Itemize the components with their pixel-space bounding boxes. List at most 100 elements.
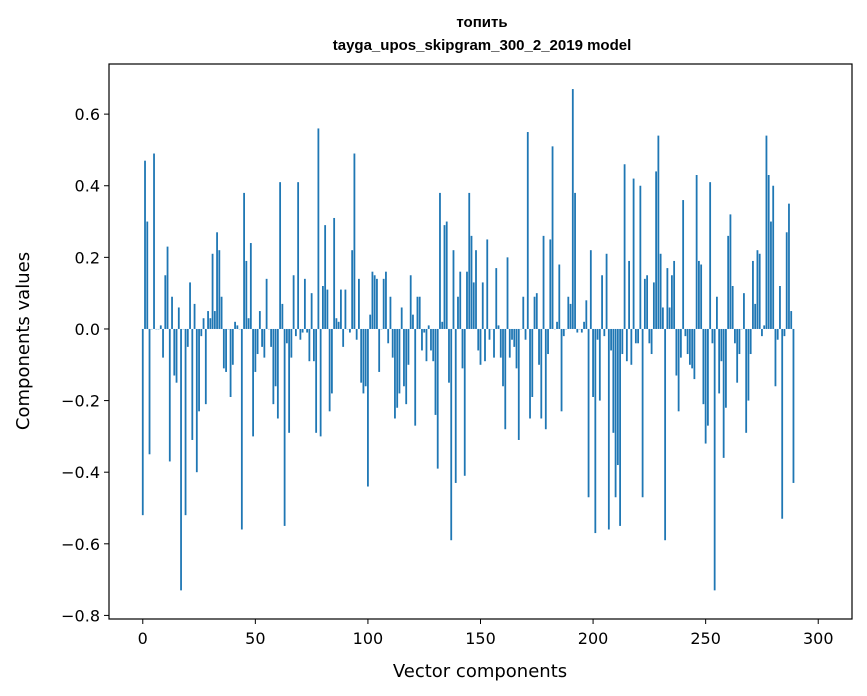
- bar: [731, 286, 734, 329]
- bar: [416, 296, 419, 329]
- bar: [641, 328, 644, 498]
- bar: [675, 328, 678, 376]
- bar: [722, 328, 725, 458]
- bar: [601, 275, 603, 329]
- bar: [659, 253, 662, 329]
- bar: [677, 328, 680, 412]
- bar: [481, 282, 484, 329]
- bar: [761, 328, 763, 337]
- bar: [331, 328, 333, 394]
- y-axis-label: Components values: [13, 252, 34, 430]
- bar: [596, 328, 599, 340]
- bar: [141, 328, 144, 516]
- y-axis-ticks: −0.8 −0.6 −0.4 −0.2 0.0 0.2 0.4 0.6: [61, 105, 109, 625]
- bar: [497, 325, 500, 329]
- bar: [448, 328, 450, 383]
- bar: [315, 328, 318, 433]
- bar: [328, 328, 331, 412]
- bar: [299, 328, 302, 340]
- bar: [202, 318, 205, 329]
- bar: [276, 328, 279, 419]
- bar: [335, 318, 338, 329]
- x-tick-label: 0: [138, 629, 148, 648]
- bar: [461, 328, 464, 369]
- bar: [186, 328, 189, 347]
- bar: [628, 260, 630, 329]
- bar: [756, 250, 759, 329]
- bar: [558, 264, 561, 329]
- bar: [538, 328, 540, 365]
- bar: [292, 275, 295, 329]
- bar: [702, 328, 705, 405]
- bar: [774, 328, 777, 387]
- bar: [344, 289, 347, 329]
- bar: [610, 328, 612, 351]
- bar: [749, 328, 752, 355]
- bar: [529, 328, 531, 419]
- bar: [407, 328, 410, 365]
- bar: [767, 175, 770, 329]
- bar: [785, 232, 788, 329]
- bar: [326, 289, 329, 329]
- bar: [367, 328, 369, 487]
- y-tick-label: 0.6: [75, 105, 100, 124]
- bar: [592, 328, 594, 397]
- bar: [394, 328, 396, 419]
- bar: [686, 328, 689, 355]
- bar: [540, 328, 543, 419]
- bar: [655, 171, 658, 329]
- bar: [758, 253, 761, 329]
- bar: [272, 328, 275, 405]
- bar: [371, 271, 374, 329]
- bar: [403, 328, 405, 387]
- x-tick-label: 250: [690, 629, 721, 648]
- y-tick-label: −0.4: [61, 463, 100, 482]
- bar: [466, 271, 468, 329]
- bar: [193, 303, 196, 329]
- bar: [506, 257, 509, 329]
- bar: [763, 325, 766, 329]
- bar: [718, 328, 721, 394]
- bar: [168, 328, 171, 462]
- y-tick-label: −0.2: [61, 392, 100, 411]
- bar: [445, 221, 448, 329]
- bar: [700, 264, 703, 329]
- bar: [195, 328, 198, 473]
- x-axis-label: Vector components: [393, 661, 567, 682]
- chart-title: топить: [456, 14, 507, 31]
- y-tick-label: 0.4: [75, 177, 100, 196]
- bar: [594, 328, 597, 534]
- bar: [693, 328, 696, 380]
- bar: [734, 328, 736, 344]
- bar: [657, 135, 660, 329]
- bar: [362, 328, 365, 394]
- bar: [634, 328, 637, 344]
- bar: [236, 325, 239, 329]
- bar: [211, 253, 214, 329]
- bar: [376, 278, 378, 329]
- bar: [698, 260, 700, 329]
- bar: [369, 314, 372, 329]
- bar: [425, 328, 428, 362]
- bar: [580, 328, 583, 333]
- bar: [249, 243, 252, 329]
- bar: [457, 296, 459, 329]
- bar: [303, 278, 306, 329]
- x-axis-ticks: 0 50 100 150 200 250 300: [138, 619, 834, 648]
- bar: [245, 260, 248, 329]
- bar: [463, 328, 466, 476]
- bar: [616, 328, 619, 466]
- y-tick-label: 0.0: [75, 320, 100, 339]
- bar: [517, 328, 520, 440]
- bar: [229, 328, 232, 397]
- bar: [225, 328, 227, 372]
- bar: [524, 328, 527, 340]
- bar: [423, 328, 426, 333]
- bar: [418, 296, 421, 329]
- bar: [180, 328, 182, 591]
- bar: [270, 328, 273, 347]
- bar: [695, 175, 698, 329]
- bar: [234, 321, 236, 329]
- bar: [159, 325, 162, 329]
- bar: [652, 282, 655, 329]
